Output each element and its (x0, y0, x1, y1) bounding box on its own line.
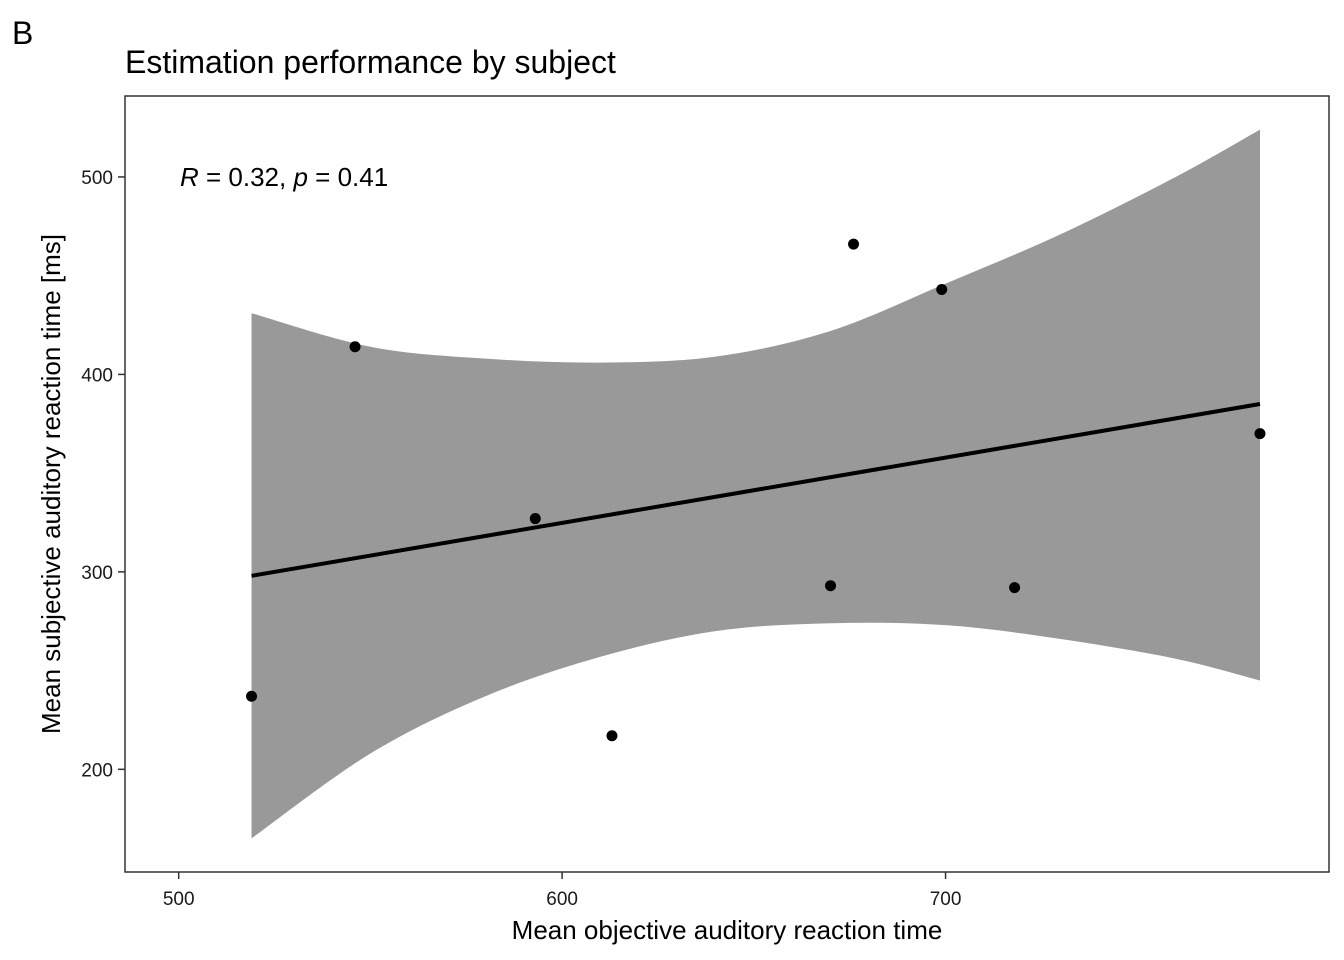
data-point-1 (246, 690, 258, 702)
r-value: = 0.32, (199, 162, 294, 192)
panel-tag: B (12, 15, 33, 51)
y-tick-label: 200 (81, 760, 113, 781)
x-axis-title: Mean objective auditory reaction time (512, 915, 943, 945)
plot-frame (124, 95, 1330, 873)
data-point-8 (1009, 582, 1021, 594)
data-point-9 (1254, 428, 1266, 440)
confidence-band (251, 129, 1260, 839)
data-point-7 (936, 284, 948, 296)
x-tick-label: 700 (930, 889, 962, 910)
chart-title: Estimation performance by subject (125, 44, 616, 80)
correlation-annotation: R = 0.32, p = 0.41 (180, 162, 388, 192)
regression-line (251, 402, 1261, 578)
data-point-4 (606, 730, 618, 742)
x-tick-label: 600 (546, 889, 578, 910)
p-symbol: p (292, 162, 307, 192)
data-point-2 (349, 341, 361, 353)
x-axis: 500 600 700 (163, 872, 962, 910)
y-tick-label: 500 (81, 168, 113, 189)
r-symbol: R (180, 162, 199, 192)
data-point-6 (848, 238, 860, 250)
p-value: = 0.41 (308, 162, 388, 192)
y-tick-label: 400 (81, 365, 113, 386)
data-point-3 (529, 513, 541, 525)
y-axis-title: Mean subjective auditory reaction time [… (36, 234, 66, 734)
plot-area (124, 95, 1330, 873)
data-point-5 (825, 580, 837, 592)
y-tick-label: 300 (81, 563, 113, 584)
y-axis: 200 300 400 500 (81, 168, 125, 781)
data-points (246, 238, 1266, 742)
x-tick-label: 500 (163, 889, 195, 910)
